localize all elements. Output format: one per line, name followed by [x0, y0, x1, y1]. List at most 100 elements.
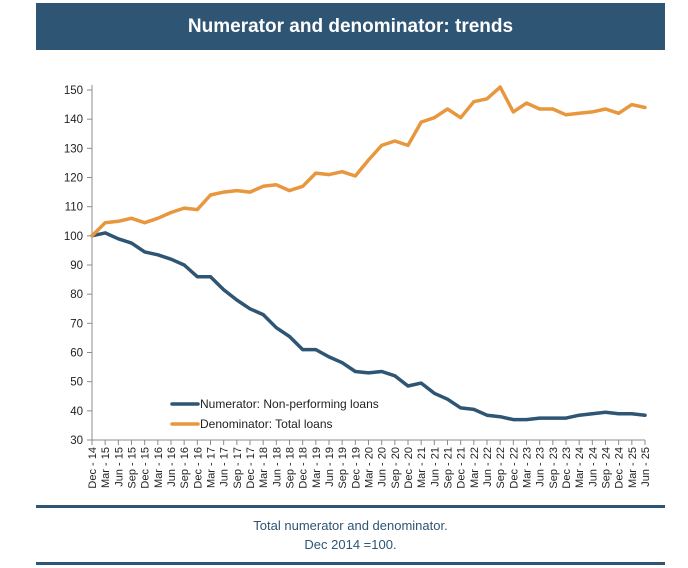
series-line-1 — [90, 231, 647, 422]
chart-svg: 30 40 50 60 70 80 90 100 110 120 130 140 150 Dec - 1… — [64, 85, 652, 489]
y-tick-label: 120 — [64, 173, 83, 185]
data-point — [472, 407, 476, 411]
x-tick-label: Dec - 22 — [508, 447, 520, 489]
data-point — [195, 275, 199, 279]
data-point — [459, 116, 463, 120]
caption-divider-top — [36, 505, 665, 508]
data-point — [156, 216, 160, 220]
x-tick-label: Sep - 17 — [232, 447, 244, 489]
x-tick-label: Sep - 22 — [495, 447, 507, 489]
x-tick-label: Jun - 17 — [219, 447, 231, 487]
data-point — [604, 107, 607, 111]
data-point — [169, 211, 173, 214]
data-point — [353, 369, 357, 373]
y-axis-ticks: 30 40 50 60 70 80 90 100 110 120 130 140 150 — [64, 85, 92, 447]
caption-divider-bottom — [36, 562, 665, 565]
data-point — [248, 190, 252, 194]
data-point — [525, 418, 528, 422]
data-point — [577, 111, 581, 115]
x-tick-label: Dec - 18 — [298, 447, 310, 489]
y-tick-label: 40 — [70, 406, 83, 418]
data-point — [498, 415, 502, 419]
data-point — [538, 107, 542, 111]
x-tick-label: Dec - 14 — [87, 447, 99, 489]
data-point — [538, 416, 542, 420]
data-point — [617, 412, 621, 416]
x-tick-label: Dec - 17 — [245, 447, 257, 489]
data-point — [367, 158, 370, 162]
caption-line-1: Total numerator and denominator. — [253, 518, 448, 533]
y-tick-label: 60 — [70, 348, 83, 360]
data-point — [116, 237, 120, 241]
data-point — [103, 221, 107, 225]
y-tick-label: 110 — [65, 202, 83, 214]
data-point — [340, 170, 344, 174]
x-tick-label: Mar - 23 — [522, 447, 534, 488]
data-point — [301, 184, 305, 188]
data-point — [525, 101, 528, 105]
data-point — [143, 250, 147, 254]
data-point — [301, 348, 305, 352]
y-tick-label: 100 — [64, 231, 83, 243]
data-point — [630, 103, 634, 107]
x-tick-label: Sep - 16 — [179, 447, 191, 489]
x-tick-label: Sep - 15 — [127, 447, 139, 489]
data-point — [235, 298, 239, 302]
data-point — [380, 369, 384, 373]
data-point — [419, 381, 423, 385]
data-point — [590, 412, 594, 416]
legend: Numerator: Non-performing loans Denominat… — [170, 397, 379, 431]
data-point — [90, 234, 94, 238]
y-tick-label: 80 — [70, 289, 83, 301]
x-tick-label: Dec - 24 — [614, 447, 626, 489]
data-point — [195, 208, 199, 212]
y-tick-label: 90 — [70, 260, 83, 272]
data-point — [551, 107, 555, 111]
data-point — [432, 116, 436, 120]
data-point — [261, 313, 265, 317]
data-point — [472, 100, 476, 104]
data-point — [156, 253, 160, 257]
x-tick-label: Dec - 15 — [140, 447, 152, 489]
data-point — [393, 374, 397, 378]
data-point — [406, 384, 410, 388]
data-point — [459, 406, 463, 410]
x-tick-label: Jun - 15 — [113, 447, 125, 487]
data-point — [209, 193, 212, 197]
data-point — [367, 371, 370, 375]
x-tick-label: Jun - 16 — [166, 447, 178, 487]
x-tick-label: Mar - 16 — [153, 447, 165, 488]
legend-label: Denominator: Total loans — [200, 417, 333, 431]
x-tick-label: Dec - 16 — [192, 447, 204, 489]
y-tick-label: 70 — [70, 318, 83, 330]
data-point — [261, 184, 265, 188]
data-point — [485, 413, 489, 417]
y-tick-label: 140 — [64, 114, 83, 126]
x-tick-label: Jun - 24 — [587, 447, 599, 487]
series-lines — [90, 85, 647, 422]
data-point — [498, 85, 502, 89]
data-point — [564, 416, 568, 420]
data-point — [222, 288, 226, 292]
x-tick-label: Dec - 20 — [403, 447, 415, 489]
x-tick-label: Jun - 22 — [482, 447, 494, 487]
x-tick-label: Sep - 19 — [337, 447, 349, 489]
data-point — [446, 397, 449, 401]
x-tick-label: Mar - 17 — [206, 447, 218, 488]
y-tick-label: 130 — [64, 143, 83, 155]
data-point — [590, 110, 594, 114]
x-tick-label: Dec - 19 — [350, 447, 362, 489]
data-point — [446, 107, 449, 111]
data-point — [340, 361, 344, 365]
x-tick-label: Mar - 19 — [311, 447, 323, 488]
data-point — [485, 97, 489, 101]
data-point — [419, 120, 423, 124]
data-point — [604, 410, 607, 414]
x-tick-label: Mar - 22 — [469, 447, 481, 488]
y-tick-label: 30 — [70, 435, 83, 447]
x-tick-label: Dec - 21 — [456, 447, 468, 489]
data-point — [314, 171, 318, 175]
data-point — [643, 106, 647, 109]
data-point — [564, 113, 568, 117]
data-point — [327, 355, 331, 359]
